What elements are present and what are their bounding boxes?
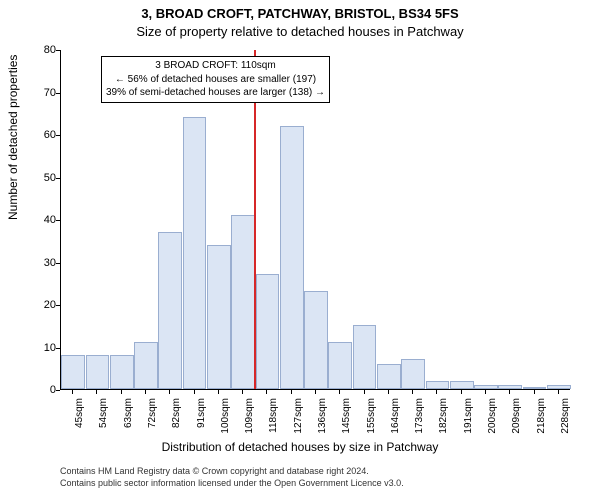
y-tick-label: 20 [30, 299, 56, 311]
x-tick-mark [461, 390, 462, 394]
x-tick-label: 91sqm [196, 398, 207, 438]
x-tick-mark [436, 390, 437, 394]
chart-subtitle: Size of property relative to detached ho… [0, 24, 600, 39]
x-tick-label: 191sqm [463, 398, 474, 438]
y-tick-mark [56, 305, 60, 306]
y-tick-label: 80 [30, 44, 56, 56]
annotation-box: 3 BROAD CROFT: 110sqm ← 56% of detached … [101, 56, 330, 103]
x-tick-label: 164sqm [390, 398, 401, 438]
histogram-bar [110, 355, 134, 389]
x-tick-label: 173sqm [414, 398, 425, 438]
x-tick-label: 118sqm [268, 398, 279, 438]
attribution-line1: Contains HM Land Registry data © Crown c… [60, 466, 404, 478]
x-tick-mark [121, 390, 122, 394]
x-tick-label: 109sqm [244, 398, 255, 438]
x-tick-mark [315, 390, 316, 394]
x-tick-label: 82sqm [171, 398, 182, 438]
y-tick-label: 30 [30, 257, 56, 269]
y-tick-mark [56, 263, 60, 264]
y-axis-label: Number of detached properties [6, 55, 20, 220]
histogram-bar [207, 245, 231, 390]
x-tick-mark [558, 390, 559, 394]
y-tick-label: 70 [30, 87, 56, 99]
x-tick-label: 136sqm [317, 398, 328, 438]
histogram-bar [474, 385, 498, 389]
y-tick-label: 10 [30, 342, 56, 354]
x-tick-label: 100sqm [220, 398, 231, 438]
x-tick-mark [218, 390, 219, 394]
x-tick-label: 182sqm [438, 398, 449, 438]
x-tick-mark [72, 390, 73, 394]
histogram-bar [547, 385, 571, 389]
x-tick-label: 127sqm [293, 398, 304, 438]
x-tick-mark [509, 390, 510, 394]
x-tick-mark [145, 390, 146, 394]
x-tick-mark [169, 390, 170, 394]
x-tick-mark [266, 390, 267, 394]
x-tick-label: 45sqm [74, 398, 85, 438]
y-tick-label: 60 [30, 129, 56, 141]
y-tick-label: 0 [30, 384, 56, 396]
histogram-bar [328, 342, 352, 389]
x-tick-mark [364, 390, 365, 394]
y-tick-mark [56, 178, 60, 179]
plot-area: 3 BROAD CROFT: 110sqm ← 56% of detached … [60, 50, 570, 390]
histogram-bar [134, 342, 158, 389]
x-tick-mark [339, 390, 340, 394]
attribution-line2: Contains public sector information licen… [60, 478, 404, 490]
x-tick-mark [96, 390, 97, 394]
x-axis-label: Distribution of detached houses by size … [0, 440, 600, 454]
x-tick-mark [242, 390, 243, 394]
x-tick-mark [412, 390, 413, 394]
x-tick-mark [291, 390, 292, 394]
y-tick-mark [56, 220, 60, 221]
x-tick-label: 54sqm [98, 398, 109, 438]
x-tick-label: 218sqm [536, 398, 547, 438]
x-tick-mark [534, 390, 535, 394]
y-tick-mark [56, 390, 60, 391]
chart-address-title: 3, BROAD CROFT, PATCHWAY, BRISTOL, BS34 … [0, 6, 600, 21]
histogram-bar [353, 325, 377, 389]
histogram-bar [61, 355, 85, 389]
histogram-bar [401, 359, 425, 389]
y-tick-mark [56, 348, 60, 349]
annotation-line1: 3 BROAD CROFT: 110sqm [106, 59, 325, 73]
histogram-bar [450, 381, 474, 390]
annotation-line2: ← 56% of detached houses are smaller (19… [106, 73, 325, 87]
histogram-bar [280, 126, 304, 390]
histogram-bar [231, 215, 255, 389]
y-tick-mark [56, 93, 60, 94]
x-tick-mark [194, 390, 195, 394]
y-tick-mark [56, 135, 60, 136]
x-tick-label: 63sqm [123, 398, 134, 438]
histogram-bar [426, 381, 450, 390]
histogram-bar [498, 385, 522, 389]
histogram-bar [158, 232, 182, 389]
x-tick-label: 155sqm [366, 398, 377, 438]
x-tick-label: 209sqm [511, 398, 522, 438]
x-tick-label: 145sqm [341, 398, 352, 438]
histogram-bar [377, 364, 401, 390]
histogram-bar [523, 387, 547, 389]
histogram-bar [256, 274, 280, 389]
y-tick-mark [56, 50, 60, 51]
x-tick-mark [388, 390, 389, 394]
y-tick-label: 40 [30, 214, 56, 226]
annotation-line3: 39% of semi-detached houses are larger (… [106, 86, 325, 100]
attribution: Contains HM Land Registry data © Crown c… [60, 466, 404, 489]
x-tick-label: 228sqm [560, 398, 571, 438]
x-tick-mark [485, 390, 486, 394]
x-tick-label: 200sqm [487, 398, 498, 438]
x-tick-label: 72sqm [147, 398, 158, 438]
histogram-bar [304, 291, 328, 389]
y-tick-label: 50 [30, 172, 56, 184]
histogram-bar [86, 355, 110, 389]
histogram-bar [183, 117, 207, 389]
